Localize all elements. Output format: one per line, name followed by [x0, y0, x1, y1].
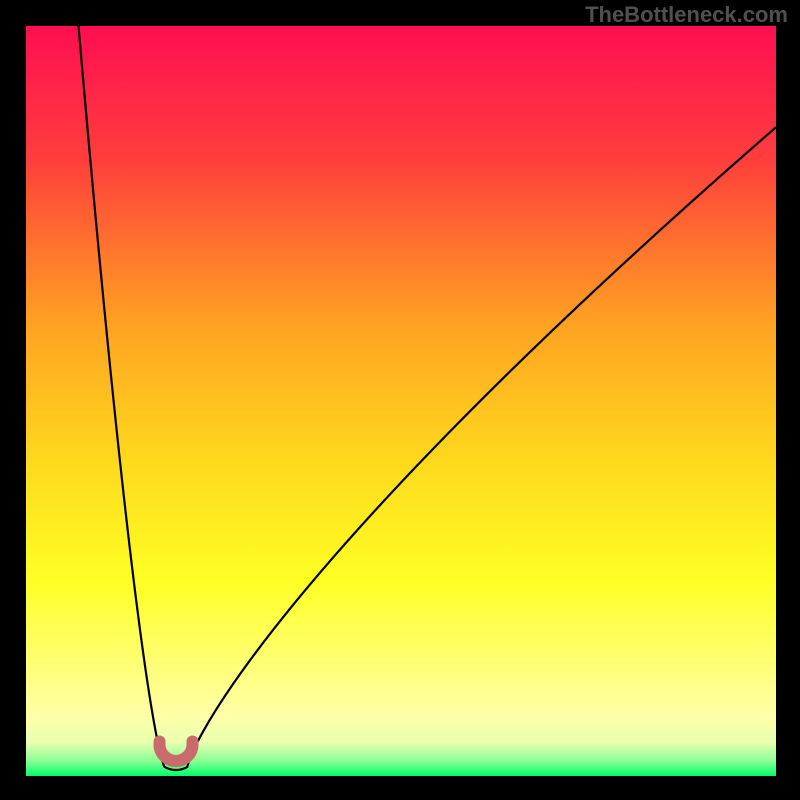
- plot-background: [26, 26, 776, 776]
- chart-svg: [0, 0, 800, 800]
- chart-container: TheBottleneck.com: [0, 0, 800, 800]
- watermark-text: TheBottleneck.com: [585, 2, 788, 28]
